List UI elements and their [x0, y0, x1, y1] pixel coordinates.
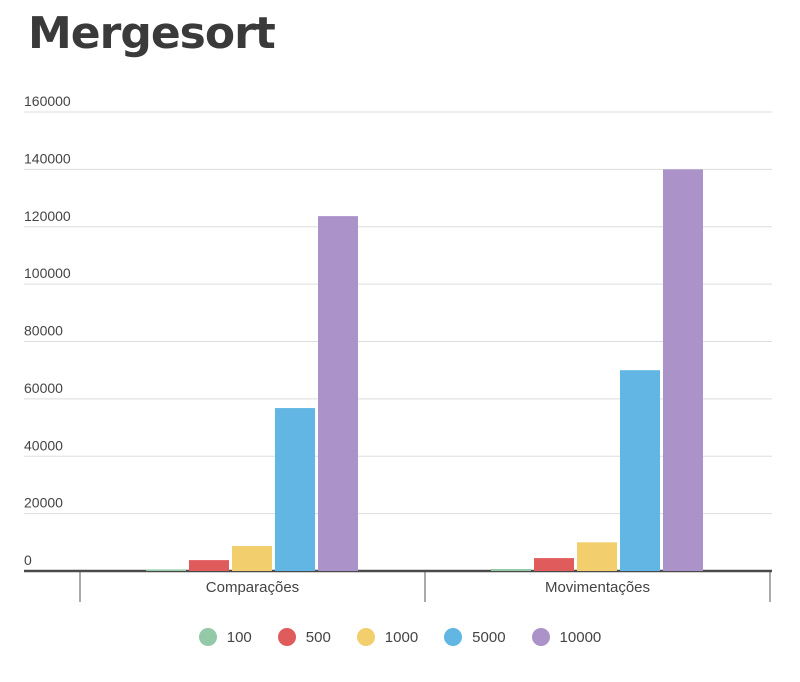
y-tick-label: 100000: [24, 265, 71, 281]
legend-item: 500: [277, 628, 331, 646]
bar-100-1: [491, 568, 531, 571]
chart-title: Mergesort: [28, 8, 276, 59]
bar-5000-1: [620, 370, 660, 571]
bar-10000-1: [663, 169, 703, 571]
legend-item: 1000: [356, 628, 419, 646]
legend-item: 5000: [444, 628, 506, 646]
bar-500-1: [534, 558, 574, 571]
legend-label: 500: [305, 628, 331, 646]
y-tick-label: 140000: [24, 150, 71, 166]
legend-label: 100: [226, 628, 252, 646]
bar-10000-0: [318, 216, 358, 571]
legend: 100 500 1000 5000 10000: [0, 628, 800, 646]
bar-5000-0: [275, 408, 315, 571]
legend-item: 10000: [531, 628, 602, 646]
legend-swatch: [198, 628, 217, 646]
bar-chart: 0 20000 40000 60000 80000 100000 120000 140000 1…: [24, 93, 772, 602]
bar-1000-0: [232, 546, 272, 571]
legend-item: 100: [198, 628, 252, 646]
y-tick-label: 40000: [24, 437, 63, 453]
legend-label: 1000: [384, 628, 419, 646]
legend-swatch: [444, 628, 463, 646]
y-tick-label: 20000: [24, 495, 63, 511]
x-tick-label: Comparações: [206, 579, 299, 596]
legend-label: 5000: [472, 628, 506, 646]
legend-label: 10000: [559, 628, 602, 646]
y-tick-label: 0: [24, 552, 32, 568]
y-tick-label: 80000: [24, 323, 63, 339]
y-tick-label: 160000: [24, 93, 71, 109]
legend-swatch: [356, 628, 375, 646]
legend-swatch: [531, 628, 550, 646]
y-tick-label: 60000: [24, 380, 63, 396]
bar-500-0: [189, 560, 229, 571]
y-tick-label: 120000: [24, 208, 71, 224]
bar-1000-1: [577, 542, 617, 571]
x-tick-label: Movimentações: [545, 579, 650, 596]
legend-swatch: [277, 628, 296, 646]
bar-100-0: [146, 569, 186, 571]
